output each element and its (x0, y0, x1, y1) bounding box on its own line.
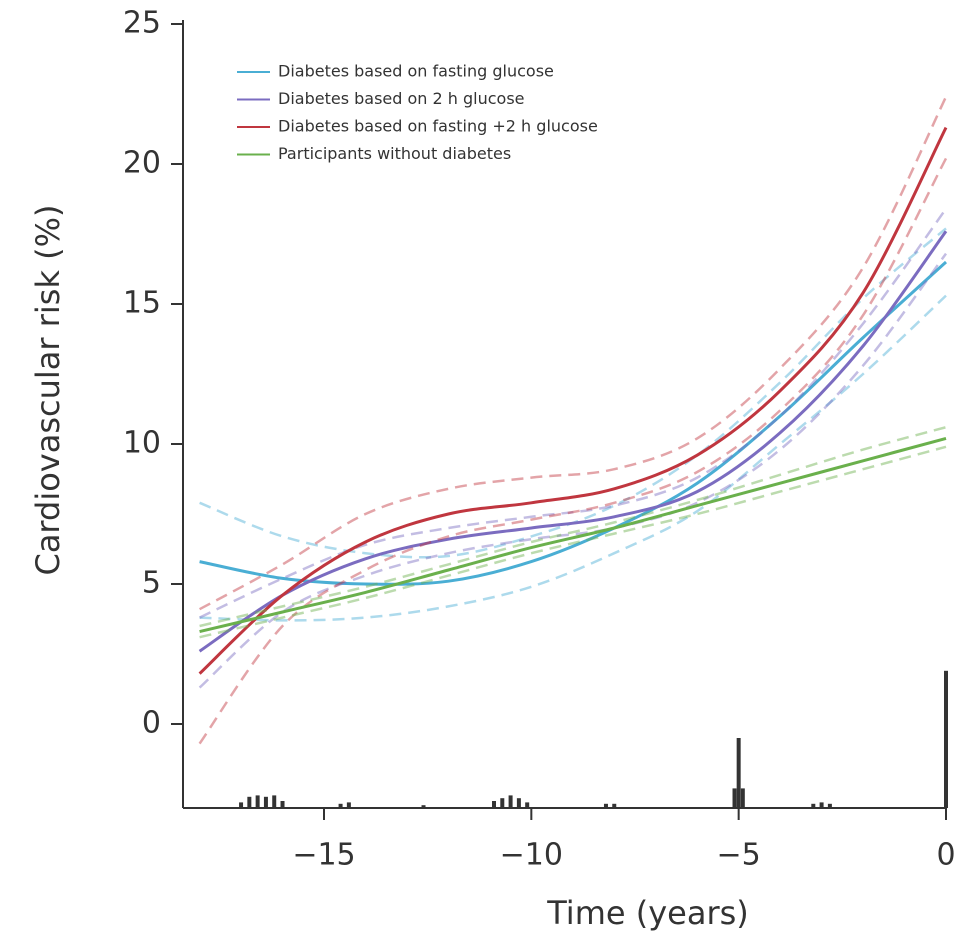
histogram-bar (247, 796, 252, 808)
ci-upper (199, 208, 948, 619)
histogram-bar (255, 795, 260, 808)
line (198, 126, 948, 675)
x-axis-label: Time (years) (546, 894, 749, 932)
histogram-bar (239, 802, 244, 808)
histogram-bar (736, 738, 741, 808)
ci-upper (198, 96, 948, 611)
legend-label: Diabetes based on fasting +2 h glucose (278, 117, 598, 136)
histogram-bar (421, 805, 426, 808)
histogram-bar (516, 798, 521, 808)
y-tick-label: 5 (142, 566, 161, 601)
y-tick-label: 10 (123, 426, 161, 461)
ci-lower (199, 294, 947, 622)
histogram-bar (508, 795, 513, 808)
ci-upper (199, 227, 947, 559)
histogram-bar (500, 798, 505, 808)
legend-label: Participants without diabetes (278, 144, 511, 163)
legend-label: Diabetes based on fasting glucose (278, 62, 554, 81)
histogram-bar (827, 803, 832, 808)
line (198, 230, 948, 653)
x-tick-label: −5 (717, 838, 761, 873)
line (199, 436, 947, 634)
legend-label: Diabetes based on 2 h glucose (278, 89, 525, 108)
histogram-bar (612, 803, 617, 808)
histogram-bar (346, 802, 351, 808)
y-tick-label: 0 (142, 706, 161, 741)
y-tick-label: 20 (123, 146, 161, 181)
x-tick-label: −10 (500, 838, 563, 873)
y-tick-label: 15 (123, 286, 161, 321)
histogram-bar (280, 801, 285, 808)
histogram-bar (819, 802, 824, 808)
histogram-bar (811, 803, 816, 808)
y-axis-label: Cardiovascular risk (%) (29, 204, 67, 575)
line (199, 260, 948, 586)
ci-lower (198, 252, 948, 689)
histogram-bar (263, 796, 268, 808)
histogram-bar (338, 803, 343, 808)
histogram-bar (732, 788, 737, 808)
histogram-bar (525, 802, 530, 808)
histogram-bar (944, 670, 948, 808)
histogram-bar (740, 788, 745, 808)
ci-upper (199, 425, 947, 628)
histogram-bar (603, 803, 608, 808)
x-tick-label: 0 (936, 838, 955, 873)
histogram-bar (272, 795, 277, 808)
histogram-bar (492, 801, 497, 808)
ci-lower (199, 445, 947, 639)
ci-lower (198, 157, 948, 745)
y-tick-label: 25 (123, 6, 161, 41)
x-tick-label: −15 (292, 838, 355, 873)
